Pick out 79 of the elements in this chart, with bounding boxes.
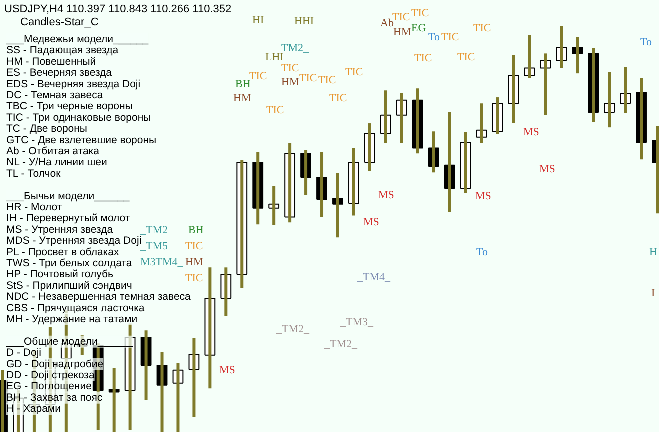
annotation: To	[428, 32, 440, 44]
annotation: TL - Толчок	[6, 168, 62, 180]
annotation: TIC	[250, 70, 268, 82]
annotation: _TM2_	[276, 324, 310, 336]
annotation: ___Медвежьи модели______	[6, 34, 149, 46]
annotation: NDC - Незавершенная темная завеса	[6, 291, 192, 304]
annotation: EG	[412, 22, 426, 34]
annotation: Ab - Отбитая атака	[6, 146, 100, 158]
annotation: MS	[220, 364, 236, 376]
chart-title: USDJPY,H4 110.397 110.843 110.266 110.352	[4, 4, 232, 16]
annotation: BH	[236, 78, 251, 90]
annotation: TM2_	[282, 42, 310, 54]
text: TIC	[412, 8, 430, 20]
annotation: MDS - Утренняя звезда Doji	[6, 235, 142, 248]
annotation: TBC - Три черные вороны	[6, 100, 133, 113]
annotation: BH - Захват за пояс	[6, 392, 103, 404]
annotation: BH	[188, 224, 204, 236]
annotation: _TM2	[140, 224, 168, 236]
annotation: HM	[282, 76, 300, 88]
annotation: EDS - Вечерняя звезда Doji	[6, 78, 141, 90]
annotation: MS	[378, 190, 394, 202]
annotation: HM	[394, 26, 412, 38]
annotation: DC - Темная завеса	[6, 90, 104, 102]
annotation: TIC	[300, 72, 318, 84]
annotation: ___Бычьи модели______	[6, 190, 130, 202]
annotation: MS	[364, 216, 380, 228]
annotation: HM - Повешенный	[6, 56, 96, 68]
annotation: H	[650, 246, 658, 258]
annotation: PL - Просвет в облаках	[6, 246, 120, 258]
annotation: GTC - Две взлетевшие вороны	[6, 134, 157, 146]
annotation: HR - Молот	[6, 202, 62, 214]
annotation: MS	[540, 164, 556, 176]
annotation: TWS - Три белых солдата	[6, 258, 132, 270]
annotation: TIC	[442, 32, 460, 44]
annotation: ES - Вечерняя звезда	[6, 67, 112, 80]
annotation: To	[640, 36, 652, 48]
annotation: SS - Падающая звезда	[6, 44, 119, 57]
annotation: EG - Поглощение	[6, 380, 92, 393]
annotation: TC - Две вороны	[6, 123, 88, 136]
annotation: _TM3_	[340, 316, 374, 328]
annotation: H - Харами	[6, 403, 62, 416]
annotation: TIC	[266, 104, 284, 116]
annotation: HI	[252, 14, 264, 26]
annotation: ___Общие модели______	[6, 336, 134, 348]
annotation: M3TM4_	[140, 256, 184, 268]
chart-subtitle: Candles-Star_C	[20, 16, 99, 28]
annotation: GD - Doji надгробие	[6, 358, 104, 370]
annotation: TIC	[458, 52, 476, 64]
annotation: HHI	[294, 16, 314, 28]
annotation: _TM4_	[356, 272, 391, 284]
annotation: StS - Прилипший сэндвич	[6, 280, 132, 292]
annotation: TIC	[474, 22, 492, 34]
annotation: TIC	[330, 92, 348, 104]
annotation: MS - Утренняя звезда	[6, 224, 114, 236]
annotation: _TM2_	[324, 338, 358, 350]
annotation: DD - Doji стрекоза	[6, 370, 95, 382]
annotation: NL - У/На линии шеи	[6, 156, 108, 169]
annotation: MH - Удержание на татами	[6, 314, 138, 326]
annotation: HM	[234, 92, 252, 104]
annotation: CBS - Прячущаяся ласточка	[6, 302, 145, 314]
annotation: TIC	[186, 272, 204, 284]
annotation: I	[652, 288, 656, 300]
text: TIC	[392, 12, 410, 24]
annotation: D - Doji	[6, 347, 42, 360]
annotation: TIC - Три одинаковые вороны	[6, 112, 152, 124]
annotation: To	[476, 246, 488, 258]
annotation: TIC	[346, 66, 364, 78]
annotation: HP - Почтовый голубь	[6, 268, 114, 281]
annotation: HM	[186, 256, 204, 268]
annotation: TIC	[186, 240, 204, 252]
annotation: TIC	[414, 52, 432, 64]
annotation: TIC	[282, 62, 300, 74]
annotation: MS	[476, 190, 492, 202]
annotation: LHI	[266, 52, 284, 64]
annotation: Ab	[380, 18, 394, 30]
annotation: TIC	[318, 74, 336, 86]
annotation: _TM5	[140, 240, 168, 252]
annotation: MS	[524, 126, 540, 138]
annotation: IH - Перевернутый молот	[6, 212, 130, 225]
